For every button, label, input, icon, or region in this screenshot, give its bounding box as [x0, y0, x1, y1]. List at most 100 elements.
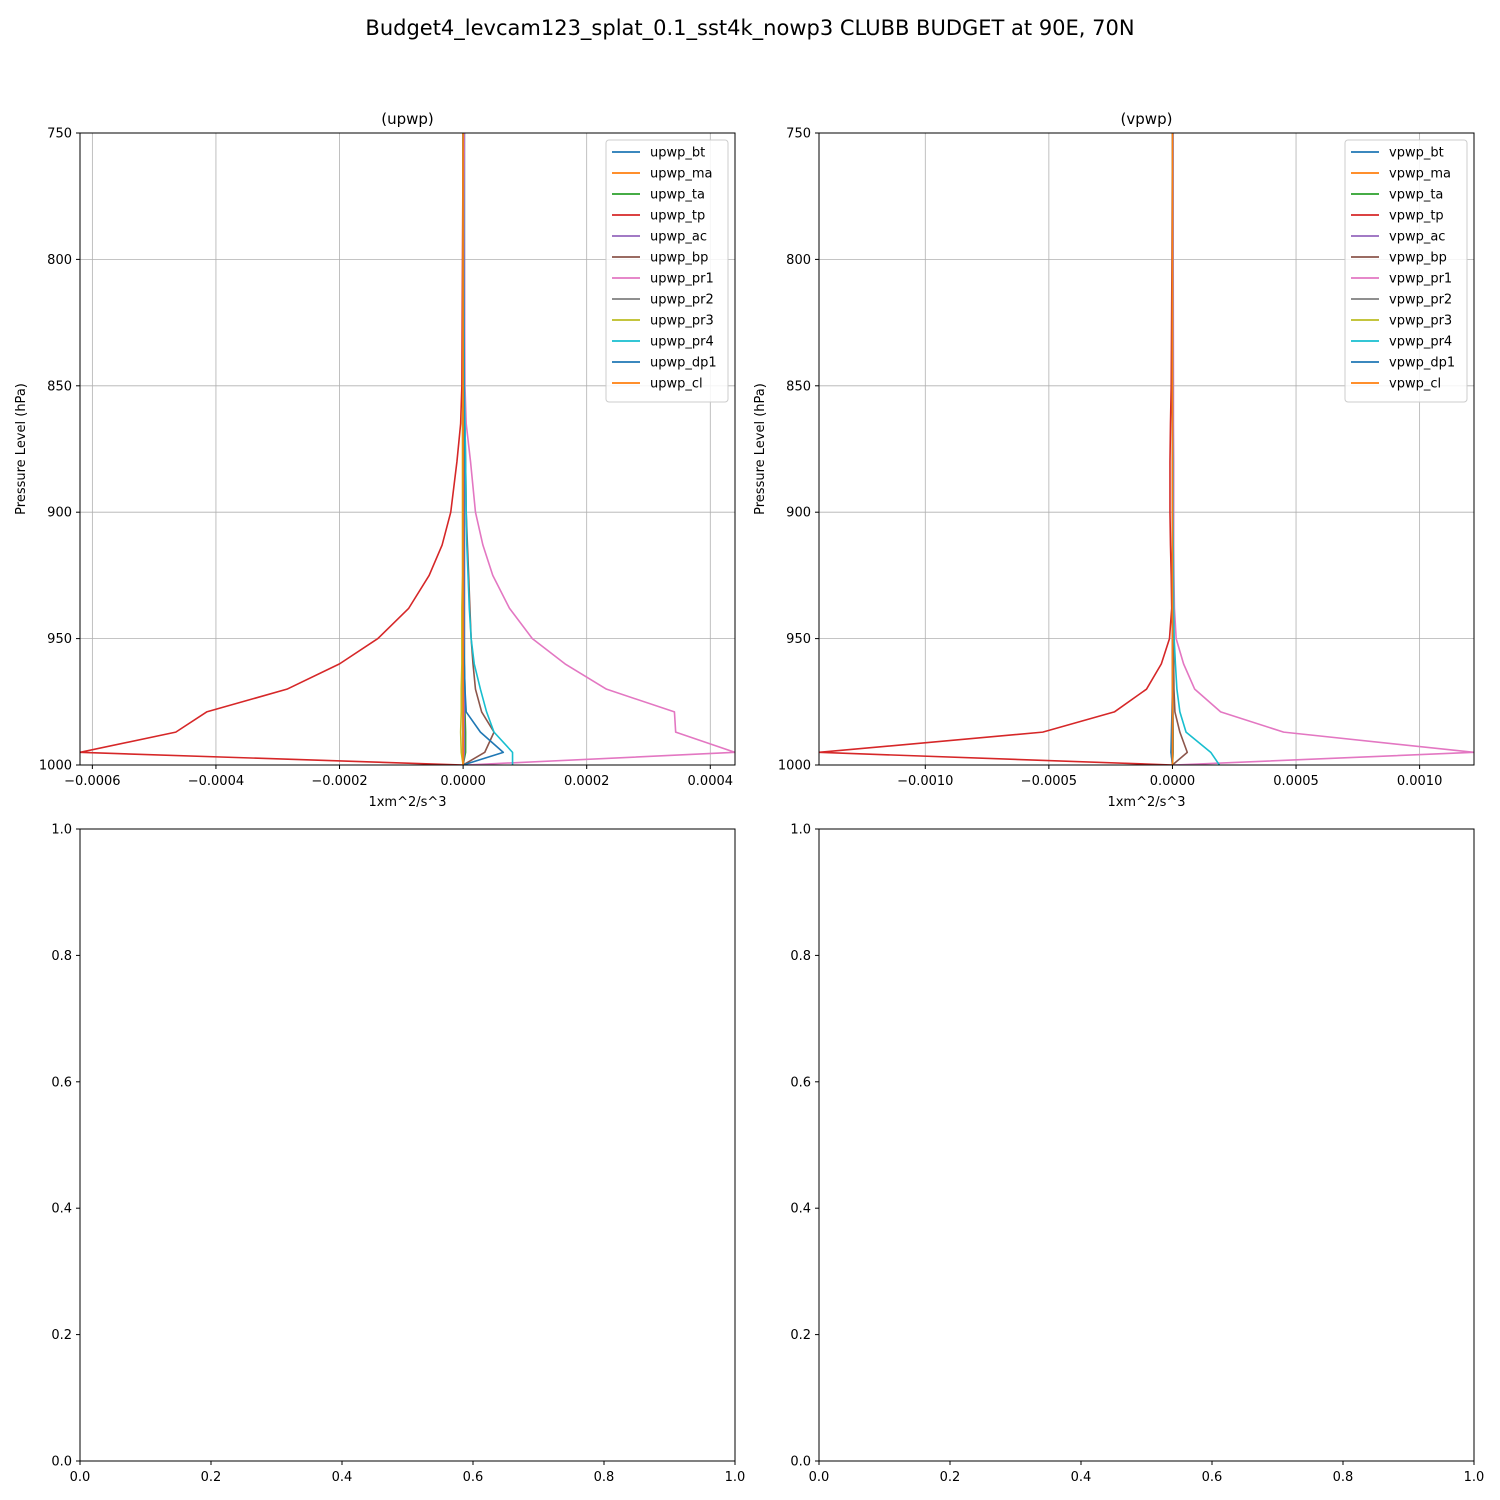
legend-box — [1344, 139, 1468, 403]
x-axis-label: 1xm^2/s^3 — [1107, 795, 1185, 810]
y-tick-label: 850 — [786, 379, 811, 394]
legend-label-vpwp_pr4: vpwp_pr4 — [1389, 335, 1452, 350]
x-tick-label: −0.0002 — [311, 774, 367, 789]
x-tick-label: 0.0010 — [1397, 774, 1443, 789]
x-tick-label: 0.0 — [70, 1470, 91, 1485]
y-tick-label: 0.0 — [51, 1455, 72, 1470]
y-tick-label: 1000 — [39, 759, 72, 774]
axes-frame — [818, 132, 1475, 766]
y-axis-label: Pressure Level (hPa) — [14, 383, 29, 515]
y-tick-label: 0.6 — [790, 1075, 811, 1090]
y-tick-label: 750 — [47, 127, 72, 142]
y-tick-label: 800 — [786, 253, 811, 268]
x-tick-label: 0.2 — [940, 1470, 961, 1485]
subplot-3: 0.0 0.2 0.4 0.6 0.8 1.0 0.0 0.2 0.4 0.6 0.8 1.0 — [51, 823, 745, 1486]
legend-label-upwp_bp: upwp_bp — [650, 251, 708, 266]
x-tick-label: 0.6 — [1202, 1470, 1223, 1485]
y-tick-label: 0.4 — [790, 1202, 811, 1217]
x-tick-label: 0.0 — [809, 1470, 830, 1485]
y-tick-label: 900 — [786, 506, 811, 521]
legend-label-vpwp_bt: vpwp_bt — [1389, 146, 1444, 161]
y-tick-label: 950 — [786, 632, 811, 647]
legend-label-upwp_pr4: upwp_pr4 — [650, 335, 714, 350]
legend-label-upwp_ac: upwp_ac — [650, 230, 707, 245]
y-tick-label: 800 — [47, 253, 72, 268]
legend-label-vpwp_tp: vpwp_tp — [1389, 209, 1444, 224]
x-tick-label: −0.0010 — [897, 774, 953, 789]
series-group — [819, 133, 1474, 765]
subplot-1: −0.0006 −0.0004 −0.0002 0.0000 0.0002 0.0004 7… — [14, 110, 736, 810]
x-tick-label: 0.8 — [1333, 1470, 1354, 1485]
series-line-upwp_tp — [80, 133, 464, 765]
series-line-upwp_pr1 — [462, 133, 735, 765]
series-line-upwp_bp — [462, 133, 495, 765]
x-tick-label: 0.0000 — [1150, 774, 1196, 789]
axes-frame — [818, 828, 1475, 1462]
legend-label-upwp_ta: upwp_ta — [650, 188, 705, 203]
x-tick-label: −0.0006 — [64, 774, 120, 789]
series-line-vpwp_tp — [819, 133, 1174, 765]
y-axis-label: Pressure Level (hPa) — [753, 383, 768, 515]
subplot-title: (vpwp) — [1121, 110, 1173, 128]
legend-label-upwp_pr2: upwp_pr2 — [650, 293, 714, 308]
legend-label-vpwp_pr3: vpwp_pr3 — [1389, 314, 1452, 329]
y-tick-label: 0.4 — [51, 1202, 72, 1217]
y-tick-label: 1.0 — [790, 823, 811, 838]
axes-frame — [79, 828, 736, 1462]
x-tick-label: −0.0005 — [1021, 774, 1077, 789]
legend: vpwp_bt vpwp_ma vpwp_ta vpwp_tp vpwp_ac vpwp_… — [1344, 139, 1468, 403]
figure-title: Budget4_levcam123_splat_0.1_sst4k_nowp3 … — [365, 16, 1135, 40]
series-line-vpwp_bp — [1171, 133, 1189, 765]
y-tick-label: 950 — [47, 632, 72, 647]
series-line-upwp_pr4 — [462, 133, 514, 765]
y-tick-label: 0.6 — [51, 1075, 72, 1090]
subplot-title: (upwp) — [381, 110, 434, 128]
legend-label-vpwp_cl: vpwp_cl — [1389, 377, 1441, 392]
x-tick-label: 0.0005 — [1273, 774, 1319, 789]
axes-frame — [79, 132, 736, 766]
y-tick-label: 0.2 — [51, 1328, 72, 1343]
y-tick-label: 900 — [47, 506, 72, 521]
x-tick-label: 0.4 — [1071, 1470, 1092, 1485]
x-tick-label: 1.0 — [1464, 1470, 1485, 1485]
legend-label-vpwp_pr2: vpwp_pr2 — [1389, 293, 1452, 308]
x-axis-label: 1xm^2/s^3 — [368, 795, 446, 810]
x-tick-label: 0.4 — [332, 1470, 353, 1485]
legend: upwp_bt upwp_ma upwp_ta upwp_tp upwp_ac upwp_… — [605, 139, 729, 403]
legend-label-upwp_cl: upwp_cl — [650, 377, 703, 392]
legend-label-vpwp_ac: vpwp_ac — [1389, 230, 1445, 245]
x-tick-label: 0.2 — [201, 1470, 222, 1485]
legend-label-upwp_dp1: upwp_dp1 — [650, 356, 717, 371]
legend-label-vpwp_dp1: vpwp_dp1 — [1389, 356, 1455, 371]
series-line-vpwp_pr4 — [1171, 133, 1221, 765]
x-tick-label: 0.0004 — [688, 774, 734, 789]
y-tick-label: 0.0 — [790, 1455, 811, 1470]
x-tick-label: 0.0002 — [564, 774, 610, 789]
y-tick-label: 0.8 — [51, 949, 72, 964]
legend-label-upwp_ma: upwp_ma — [650, 167, 713, 182]
x-tick-label: 1.0 — [725, 1470, 746, 1485]
legend-label-vpwp_ta: vpwp_ta — [1389, 188, 1443, 203]
y-tick-label: 1000 — [778, 759, 811, 774]
x-tick-label: 0.8 — [594, 1470, 615, 1485]
y-tick-label: 750 — [786, 127, 811, 142]
x-tick-label: 0.0000 — [440, 774, 486, 789]
y-tick-label: 0.8 — [790, 949, 811, 964]
x-tick-label: −0.0004 — [188, 774, 244, 789]
legend-label-vpwp_pr1: vpwp_pr1 — [1389, 272, 1452, 287]
legend-label-upwp_bt: upwp_bt — [650, 146, 705, 161]
legend-label-vpwp_bp: vpwp_bp — [1389, 251, 1447, 266]
y-tick-label: 0.2 — [790, 1328, 811, 1343]
y-tick-label: 1.0 — [51, 823, 72, 838]
series-group — [80, 133, 735, 765]
subplot-2: −0.0010 −0.0005 0.0000 0.0005 0.0010 750 800 85… — [753, 110, 1475, 810]
y-tick-label: 850 — [47, 379, 72, 394]
legend-label-upwp_pr1: upwp_pr1 — [650, 272, 714, 287]
subplot-4: 0.0 0.2 0.4 0.6 0.8 1.0 0.0 0.2 0.4 0.6 0.8 1.0 — [790, 823, 1484, 1486]
legend-label-upwp_pr3: upwp_pr3 — [650, 314, 714, 329]
legend-label-upwp_tp: upwp_tp — [650, 209, 705, 224]
legend-label-vpwp_ma: vpwp_ma — [1389, 167, 1451, 182]
x-tick-label: 0.6 — [463, 1470, 484, 1485]
legend-box — [605, 139, 729, 403]
